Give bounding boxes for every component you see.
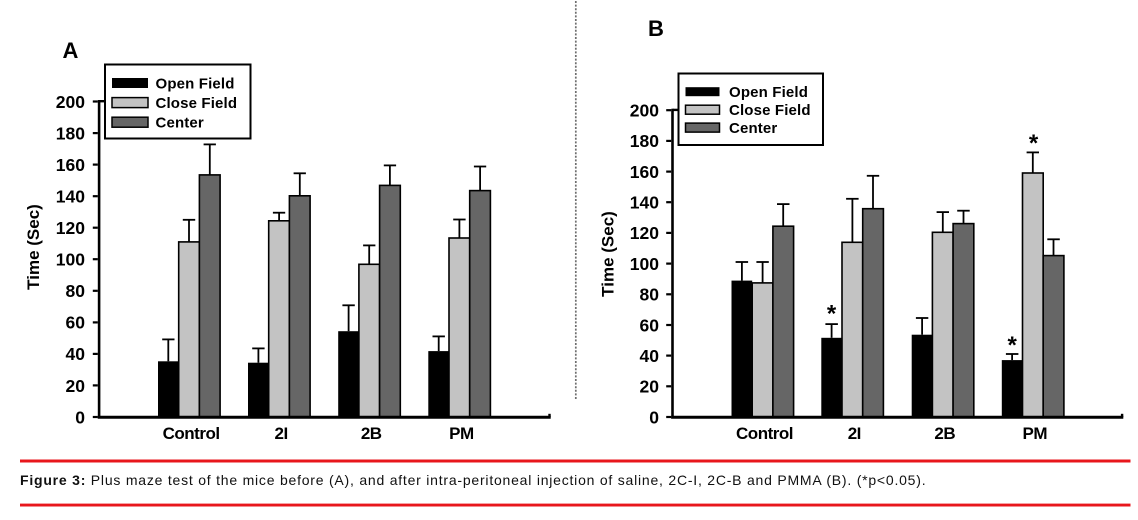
svg-text:Time (Sec): Time (Sec) — [24, 204, 43, 290]
svg-text:Time (Sec): Time (Sec) — [599, 211, 618, 297]
svg-text:Control: Control — [736, 424, 793, 443]
svg-text:20: 20 — [66, 376, 86, 396]
svg-text:60: 60 — [640, 315, 660, 335]
svg-text:PM: PM — [449, 424, 474, 443]
svg-text:140: 140 — [630, 193, 659, 213]
svg-text:20: 20 — [640, 377, 660, 397]
svg-text:2I: 2I — [275, 424, 288, 443]
svg-text:0: 0 — [75, 407, 85, 427]
svg-text:*: * — [827, 300, 837, 327]
svg-text:Close Field: Close Field — [729, 102, 811, 119]
svg-text:Center: Center — [729, 120, 777, 137]
svg-text:180: 180 — [56, 123, 85, 143]
svg-text:100: 100 — [630, 254, 659, 274]
svg-text:60: 60 — [66, 313, 86, 333]
svg-text:Center: Center — [156, 115, 204, 132]
svg-text:Open Field: Open Field — [156, 75, 235, 92]
svg-text:Close Field: Close Field — [156, 95, 238, 112]
svg-text:180: 180 — [630, 131, 659, 151]
svg-text:80: 80 — [66, 281, 86, 301]
svg-text:2B: 2B — [361, 424, 382, 443]
svg-text:80: 80 — [640, 285, 660, 305]
svg-text:160: 160 — [630, 162, 659, 182]
svg-text:100: 100 — [56, 250, 85, 270]
svg-text:120: 120 — [630, 223, 659, 243]
svg-text:PM: PM — [1023, 424, 1048, 443]
svg-text:A: A — [63, 38, 79, 63]
svg-text:Open Field: Open Field — [729, 84, 808, 101]
svg-text:2B: 2B — [934, 424, 955, 443]
svg-text:*: * — [1008, 332, 1018, 359]
svg-text:0: 0 — [649, 407, 659, 427]
svg-text:140: 140 — [56, 187, 85, 207]
svg-text:B: B — [648, 16, 664, 41]
svg-text:160: 160 — [56, 155, 85, 175]
svg-text:2I: 2I — [848, 424, 861, 443]
svg-text:200: 200 — [630, 101, 659, 121]
svg-text:40: 40 — [66, 344, 86, 364]
svg-text:Control: Control — [163, 424, 220, 443]
svg-text:*: * — [1029, 130, 1039, 157]
svg-text:40: 40 — [640, 346, 660, 366]
svg-text:120: 120 — [56, 218, 85, 238]
svg-text:200: 200 — [56, 92, 85, 112]
